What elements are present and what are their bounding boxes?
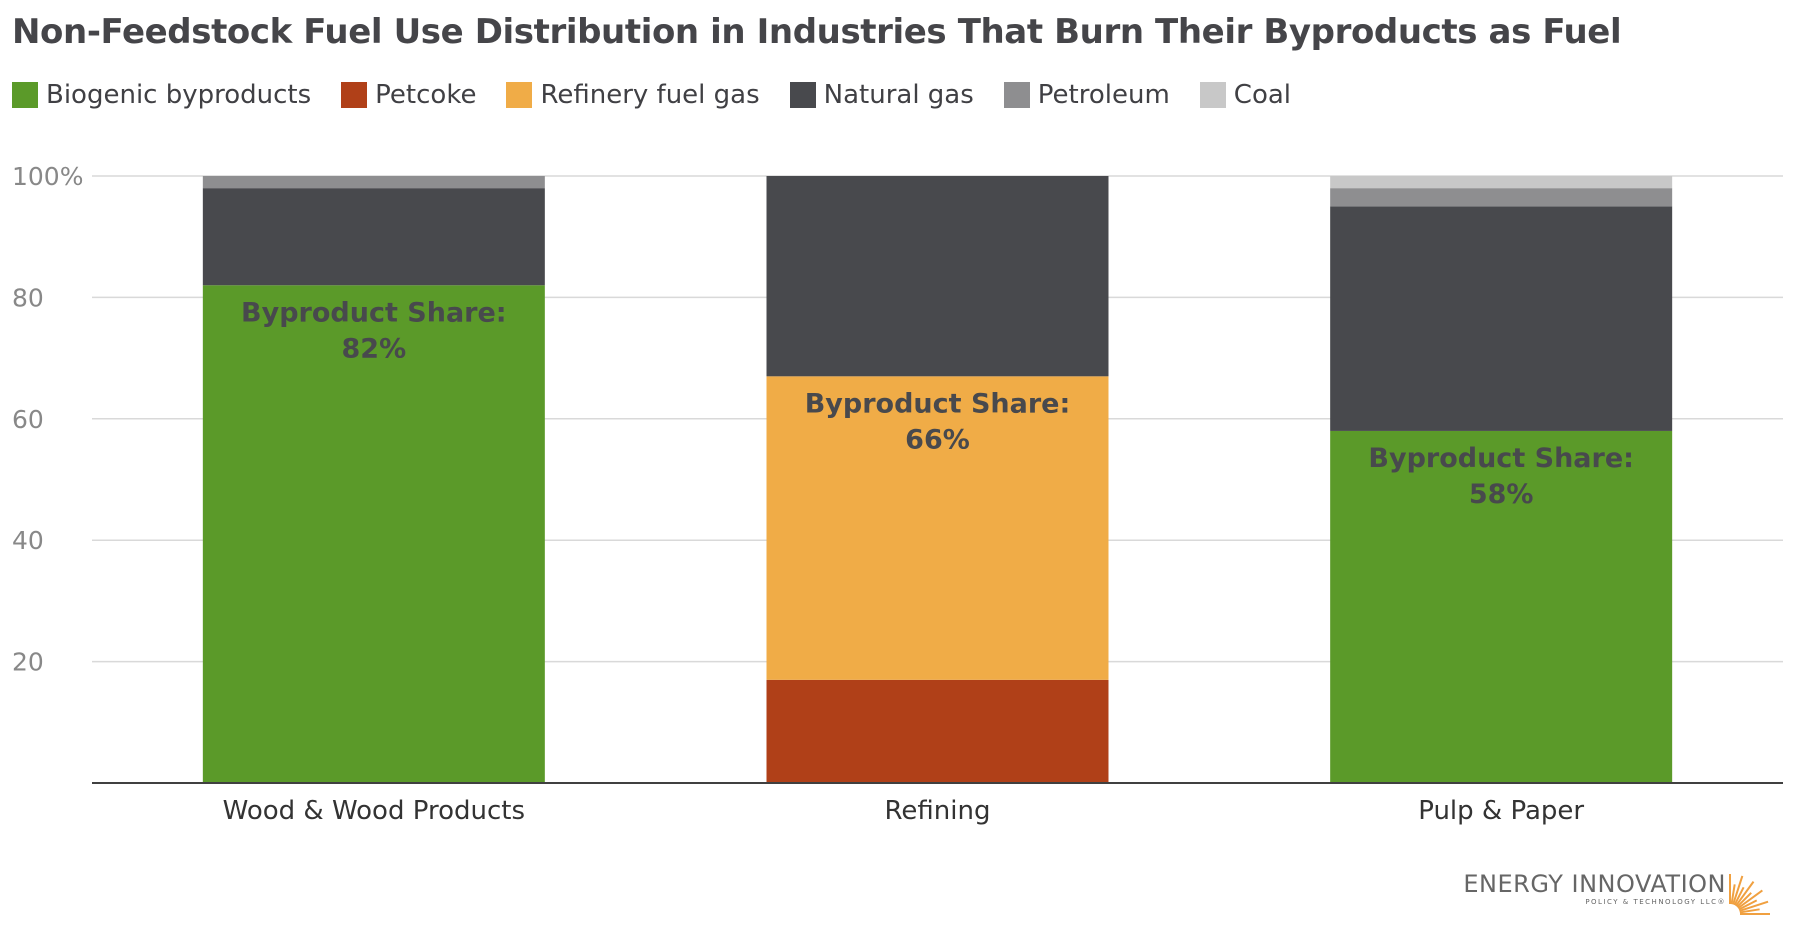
- sun-ray: [1736, 892, 1752, 908]
- chart-title: Non-Feedstock Fuel Use Distribution in I…: [12, 12, 1622, 52]
- energy-innovation-logo: ENERGY INNOVATION POLICY & TECHNOLOGY LL…: [1463, 870, 1774, 918]
- bar-pulp-and-paper-biogenic-byproducts: [1330, 430, 1673, 783]
- y-tick-label: 20: [12, 648, 44, 677]
- annotation-value: 58%: [1469, 479, 1534, 510]
- y-tick-label: 40: [12, 526, 44, 555]
- legend-swatch: [1003, 82, 1030, 108]
- sun-ray: [1735, 881, 1755, 907]
- legend-item-coal: Coal: [1199, 80, 1292, 110]
- bar-pulp-and-paper-petroleum: [1330, 188, 1673, 207]
- sun-ray: [1739, 900, 1769, 912]
- sun-ray: [1739, 908, 1760, 914]
- bar-wood-and-wood-products-natural-gas: [202, 188, 545, 286]
- legend-label: Biogenic byproducts: [46, 80, 312, 110]
- sun-ray: [1737, 889, 1763, 909]
- legend-item-petroleum: Petroleum: [1003, 80, 1170, 110]
- x-tick-label: Wood & Wood Products: [223, 796, 525, 826]
- annotation-value: 82%: [342, 333, 407, 364]
- legend-label: Petcoke: [375, 80, 477, 110]
- legend-swatch: [506, 82, 533, 108]
- sun-ray: [1732, 875, 1744, 905]
- legend-label: Natural gas: [823, 80, 974, 110]
- legend: Biogenic byproducts Petcoke Refinery fuel …: [12, 80, 1321, 110]
- legend-item-refinery-fuel-gas: Refinery fuel gas: [506, 80, 760, 110]
- logo-name: ENERGY INNOVATION: [1463, 870, 1726, 898]
- sun-ray: [1738, 899, 1758, 911]
- annotation-label: Byproduct Share:: [241, 297, 507, 328]
- sun-ray: [1730, 884, 1736, 905]
- legend-swatch: [789, 82, 816, 108]
- x-tick-label: Refining: [885, 796, 991, 826]
- legend-label: Coal: [1233, 80, 1292, 110]
- legend-swatch: [1199, 82, 1226, 108]
- bar-pulp-and-paper-natural-gas: [1330, 206, 1673, 431]
- bar-pulp-and-paper-coal: [1330, 176, 1673, 189]
- bar-refining-petcoke: [766, 679, 1109, 783]
- bar-refining-natural-gas: [766, 176, 1109, 377]
- sunburst-icon: [1729, 874, 1770, 915]
- x-tick-label: Pulp & Paper: [1418, 796, 1584, 826]
- annotation-label: Byproduct Share:: [1368, 443, 1634, 474]
- y-tick-label: 80: [12, 283, 44, 312]
- bar-wood-and-wood-products-biogenic-byproducts: [202, 285, 545, 783]
- annotation-label: Byproduct Share:: [805, 388, 1071, 419]
- y-tick-label: 60: [12, 405, 44, 434]
- bar-wood-and-wood-products-petroleum: [202, 176, 545, 189]
- legend-swatch: [12, 82, 38, 108]
- bar-refining-refinery-fuel-gas: [766, 376, 1109, 680]
- legend-item-biogenic-byproducts: Biogenic byproducts: [12, 80, 311, 110]
- legend-label: Refinery fuel gas: [540, 80, 760, 110]
- y-tick-label: 100%: [12, 162, 83, 191]
- legend-item-petcoke: Petcoke: [341, 80, 476, 110]
- annotation-value: 66%: [905, 424, 970, 455]
- legend-label: Petroleum: [1037, 80, 1170, 110]
- sun-ray: [1733, 886, 1745, 906]
- legend-swatch: [341, 82, 368, 108]
- legend-item-natural-gas: Natural gas: [789, 80, 974, 110]
- logo-tagline: POLICY & TECHNOLOGY LLC®: [1585, 898, 1726, 906]
